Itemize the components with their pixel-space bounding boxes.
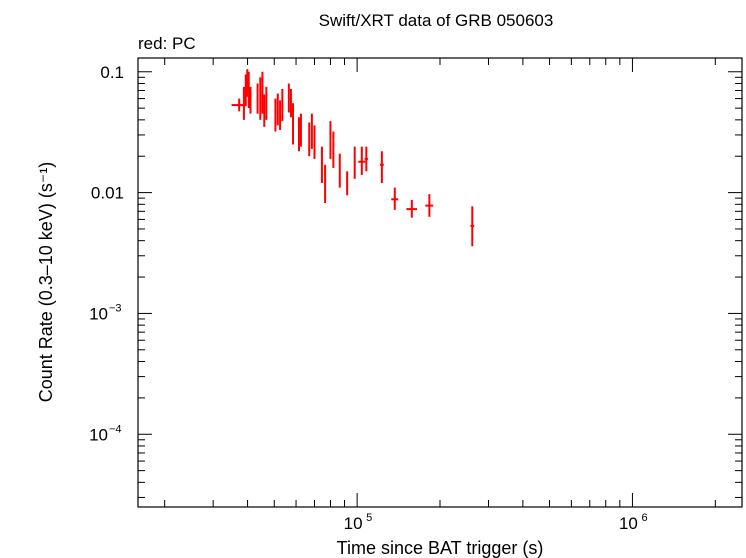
data-point (299, 113, 302, 147)
data-point (281, 89, 284, 122)
data-point (379, 151, 384, 184)
data-point (358, 146, 366, 175)
y-axis-label: Count Rate (0.3–10 keV) (s⁻¹) (36, 162, 56, 403)
y-tick-exponent: −3 (109, 302, 122, 314)
y-tick-label: 0.01 (91, 184, 124, 203)
data-point (274, 98, 277, 132)
x-tick-label: 10 (619, 514, 638, 533)
data-point (313, 125, 316, 159)
data-point (332, 131, 335, 168)
data-point (329, 121, 332, 159)
y-tick-label: 10 (89, 304, 108, 323)
data-point (338, 153, 341, 188)
data-point (289, 89, 292, 118)
data-point (279, 100, 282, 130)
data-point (242, 86, 245, 120)
data-point (263, 94, 266, 127)
chart-title: Swift/XRT data of GRB 050603 (319, 11, 554, 30)
data-point (406, 199, 417, 218)
data-point (324, 164, 327, 204)
data-point (310, 113, 313, 149)
data-point (265, 86, 268, 120)
series-legend: red: PC (138, 34, 196, 53)
y-tick-label: 0.1 (100, 63, 124, 82)
x-axis-label: Time since BAT trigger (s) (337, 538, 544, 558)
y-tick-exponent: −4 (109, 423, 122, 435)
data-point (231, 98, 246, 112)
data-point (320, 146, 323, 184)
data-point (308, 122, 311, 157)
data-point (297, 117, 300, 152)
x-tick-label: 10 (344, 514, 363, 533)
data-point (244, 74, 247, 107)
data-point (261, 71, 264, 114)
data-point (364, 146, 368, 172)
x-tick-exponent: 6 (641, 512, 647, 524)
data-point (425, 194, 434, 217)
y-tick-label: 10 (89, 425, 108, 444)
data-point (259, 77, 262, 120)
data-point (287, 83, 290, 113)
data-point (249, 86, 252, 114)
data-point (247, 71, 250, 109)
data-point (346, 171, 349, 196)
data-point (470, 206, 475, 247)
data-point (276, 93, 279, 126)
data-point (353, 146, 356, 179)
data-points (231, 69, 475, 247)
data-point (256, 83, 259, 114)
data-point (391, 187, 399, 210)
data-point (292, 103, 295, 145)
x-tick-exponent: 5 (366, 512, 372, 524)
axis-ticks (138, 58, 742, 507)
plot-frame (137, 57, 743, 508)
data-point (246, 69, 249, 97)
